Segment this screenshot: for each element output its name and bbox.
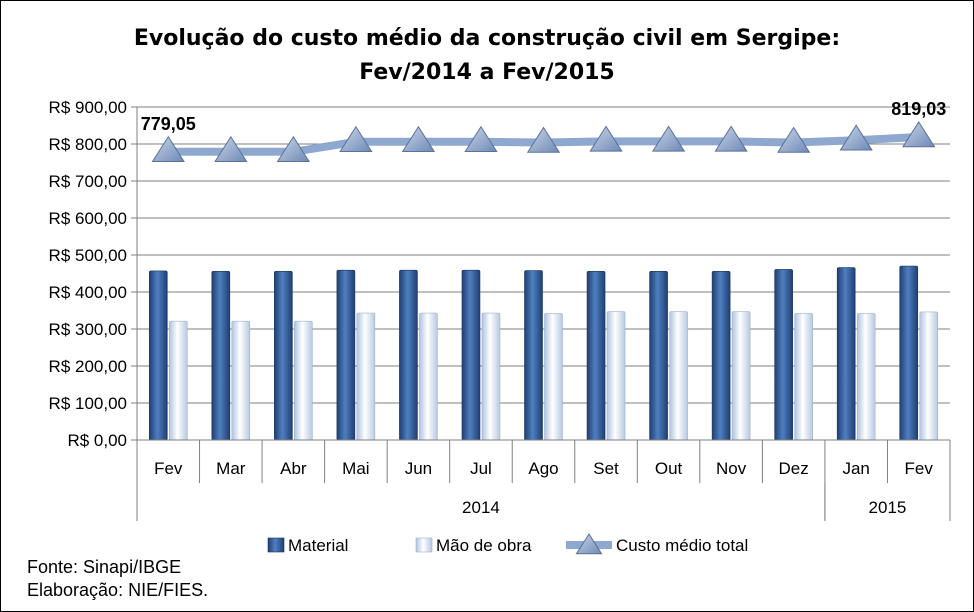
y-tick-label: R$ 500,00: [49, 246, 127, 265]
total-cost-marker: [339, 125, 373, 153]
total-cost-marker: [651, 125, 686, 152]
x-tick-label: Dez: [779, 459, 809, 478]
x-tick-label: Set: [593, 459, 619, 478]
bar-mao-de-obra: [606, 311, 626, 441]
legend-swatch: [267, 537, 285, 553]
bar-material: [899, 265, 919, 441]
bar-material: [399, 269, 418, 441]
bar-mao-de-obra: [231, 320, 251, 441]
legend-swatch: [415, 537, 433, 553]
total-cost-marker: [714, 125, 748, 152]
x-tick-label: Fev: [154, 459, 183, 478]
y-tick-label: R$ 700,00: [49, 172, 127, 191]
bar-mao-de-obra: [481, 312, 501, 441]
bar-mao-de-obra: [856, 313, 876, 441]
year-group-label: 2015: [869, 498, 907, 517]
chart-subtitle: Fev/2014 a Fev/2015: [359, 60, 615, 85]
x-tick-label: Mar: [216, 459, 246, 478]
bar-material: [711, 270, 731, 441]
x-tick-label: Nov: [716, 459, 747, 478]
total-cost-marker: [902, 121, 936, 148]
bar-material: [148, 270, 168, 441]
bar-material: [336, 269, 356, 441]
total-cost-marker: [526, 126, 561, 153]
bar-mao-de-obra: [669, 311, 688, 441]
total-cost-marker: [776, 126, 811, 153]
bar-mao-de-obra: [356, 312, 376, 441]
chart-footer: Fonte: Sinapi/IBGE Elaboração: NIE/FIES.: [27, 556, 208, 602]
bar-material: [274, 270, 293, 441]
legend-label: Custo médio total: [616, 536, 748, 555]
y-tick-label: R$ 300,00: [49, 320, 127, 339]
total-cost-marker: [276, 135, 311, 163]
bar-mao-de-obra: [919, 311, 939, 441]
bar-material: [836, 267, 856, 441]
bar-material: [461, 269, 481, 441]
bar-mao-de-obra: [731, 311, 751, 441]
legend-label: Mão de obra: [436, 536, 532, 555]
bar-material: [586, 270, 606, 441]
x-tick-label: Out: [655, 459, 683, 478]
y-tick-label: R$ 400,00: [49, 283, 127, 302]
y-tick-label: R$ 900,00: [49, 98, 127, 117]
source-note: Fonte: Sinapi/IBGE: [27, 557, 182, 577]
x-tick-label: Abr: [280, 459, 307, 478]
axes: R$ 0,00 R$ 100,00 R$ 200,00 R$ 300,00 R$ 400…: [49, 98, 951, 521]
y-tick-label: R$ 600,00: [49, 209, 127, 228]
bar-material: [524, 270, 543, 441]
y-tick-label: R$ 200,00: [49, 357, 127, 376]
chart-title-block: Evolução do custo médio da construção ci…: [0, 22, 974, 90]
bars: [148, 265, 939, 441]
credit-note: Elaboração: NIE/FIES.: [27, 580, 209, 600]
data-label: 819,03: [891, 99, 946, 119]
total-cost-marker: [401, 125, 436, 153]
bar-material: [774, 269, 793, 441]
x-tick-label: Jan: [842, 459, 869, 478]
total-cost-marker: [839, 124, 873, 151]
bar-mao-de-obra: [168, 320, 188, 441]
bar-mao-de-obra: [294, 320, 313, 441]
bar-mao-de-obra: [794, 313, 813, 441]
bar-mao-de-obra: [544, 313, 563, 441]
bar-mao-de-obra: [419, 312, 438, 441]
x-tick-label: Mai: [342, 459, 369, 478]
y-tick-label: R$ 0,00: [67, 431, 127, 450]
total-cost-line: 779,05 819,03: [141, 99, 946, 163]
total-cost-marker: [589, 125, 623, 152]
x-tick-label: Fev: [905, 459, 934, 478]
total-cost-marker: [151, 135, 185, 163]
y-tick-label: R$ 100,00: [49, 394, 127, 413]
data-label: 779,05: [141, 114, 196, 134]
total-cost-marker: [464, 125, 498, 153]
bar-material: [649, 270, 668, 441]
x-tick-label: Jul: [470, 459, 492, 478]
total-cost-marker: [214, 135, 248, 163]
legend: Material Mão de obra Custo médio total: [267, 533, 748, 555]
year-group-label: 2014: [462, 498, 500, 517]
chart-title: Evolução do custo médio da construção ci…: [133, 26, 841, 51]
legend-label: Material: [288, 536, 348, 555]
legend-marker: [575, 533, 603, 555]
x-tick-label: Jun: [405, 459, 432, 478]
x-tick-label: Ago: [528, 459, 558, 478]
y-tick-label: R$ 800,00: [49, 135, 127, 154]
bar-material: [211, 270, 231, 441]
